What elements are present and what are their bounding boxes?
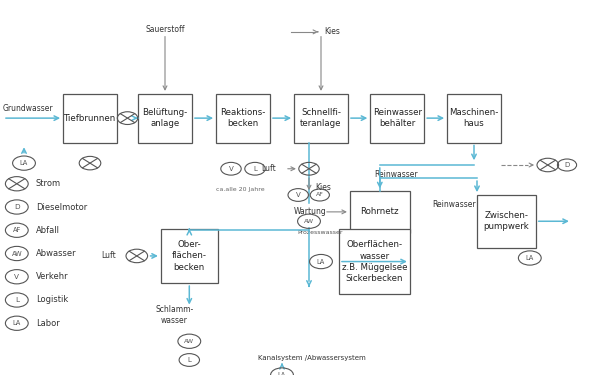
Text: L: L xyxy=(15,297,19,303)
Text: Dieselmotor: Dieselmotor xyxy=(36,202,87,211)
FancyBboxPatch shape xyxy=(216,94,270,142)
Text: Reinwasser: Reinwasser xyxy=(374,170,418,179)
Text: Luft: Luft xyxy=(101,251,116,260)
Text: AW: AW xyxy=(304,219,314,224)
Text: Kies: Kies xyxy=(324,27,340,36)
Text: LA: LA xyxy=(278,372,286,375)
FancyBboxPatch shape xyxy=(350,191,410,232)
Text: Sauerstoff: Sauerstoff xyxy=(145,26,185,34)
Text: AF: AF xyxy=(13,227,21,233)
Text: Zwischen-
pumpwerk: Zwischen- pumpwerk xyxy=(484,211,529,231)
FancyBboxPatch shape xyxy=(294,94,348,142)
Text: ca.alle 20 Jahre: ca.alle 20 Jahre xyxy=(216,187,265,192)
Text: V: V xyxy=(229,166,233,172)
Text: D: D xyxy=(565,162,569,168)
Text: Strom: Strom xyxy=(36,179,61,188)
FancyBboxPatch shape xyxy=(370,94,424,142)
Text: Luft: Luft xyxy=(261,164,276,173)
Text: Maschinen-
haus: Maschinen- haus xyxy=(449,108,499,128)
Text: Prozesswasser: Prozesswasser xyxy=(297,230,343,235)
Text: LA: LA xyxy=(526,255,534,261)
Text: Grundwasser: Grundwasser xyxy=(3,104,53,113)
Text: Schlamm-
wasser: Schlamm- wasser xyxy=(155,305,193,325)
Text: V: V xyxy=(296,192,301,198)
Text: Wartung: Wartung xyxy=(294,207,327,216)
Text: Schnellfi-
teranlage: Schnellfi- teranlage xyxy=(300,108,342,128)
Text: Abfall: Abfall xyxy=(36,226,60,235)
Text: Kanalsystem /Abwassersystem: Kanalsystem /Abwassersystem xyxy=(258,355,366,361)
FancyBboxPatch shape xyxy=(339,229,410,294)
Text: LA: LA xyxy=(13,320,21,326)
Text: Ober-
flächen-
becken: Ober- flächen- becken xyxy=(172,240,207,272)
Text: Reinwasser
behälter: Reinwasser behälter xyxy=(373,108,422,128)
Text: Labor: Labor xyxy=(36,319,60,328)
Text: Rohrnetz: Rohrnetz xyxy=(361,207,399,216)
Text: AF: AF xyxy=(316,192,324,198)
Text: Logistik: Logistik xyxy=(36,296,68,304)
Text: Tiefbrunnen: Tiefbrunnen xyxy=(64,114,116,123)
Text: L: L xyxy=(253,166,257,172)
Text: AW: AW xyxy=(184,339,194,344)
Text: Reinwasser: Reinwasser xyxy=(432,200,476,209)
FancyBboxPatch shape xyxy=(161,229,218,283)
FancyBboxPatch shape xyxy=(477,195,536,248)
Text: V: V xyxy=(14,274,19,280)
Text: LA: LA xyxy=(20,160,28,166)
Text: Abwasser: Abwasser xyxy=(36,249,77,258)
Text: L: L xyxy=(187,357,191,363)
FancyBboxPatch shape xyxy=(138,94,192,142)
Text: LA: LA xyxy=(317,259,325,265)
FancyBboxPatch shape xyxy=(447,94,501,142)
Text: Oberflächen-
wasser
z.B. Müggelsee
Sickerbecken: Oberflächen- wasser z.B. Müggelsee Sicke… xyxy=(341,240,407,283)
Text: Verkehr: Verkehr xyxy=(36,272,68,281)
Text: Reaktions-
becken: Reaktions- becken xyxy=(220,108,266,128)
FancyBboxPatch shape xyxy=(63,94,117,142)
Text: D: D xyxy=(14,204,20,210)
Text: Belüftung-
anlage: Belüftung- anlage xyxy=(142,108,188,128)
Text: AW: AW xyxy=(11,251,22,257)
Text: Kies: Kies xyxy=(315,183,331,192)
